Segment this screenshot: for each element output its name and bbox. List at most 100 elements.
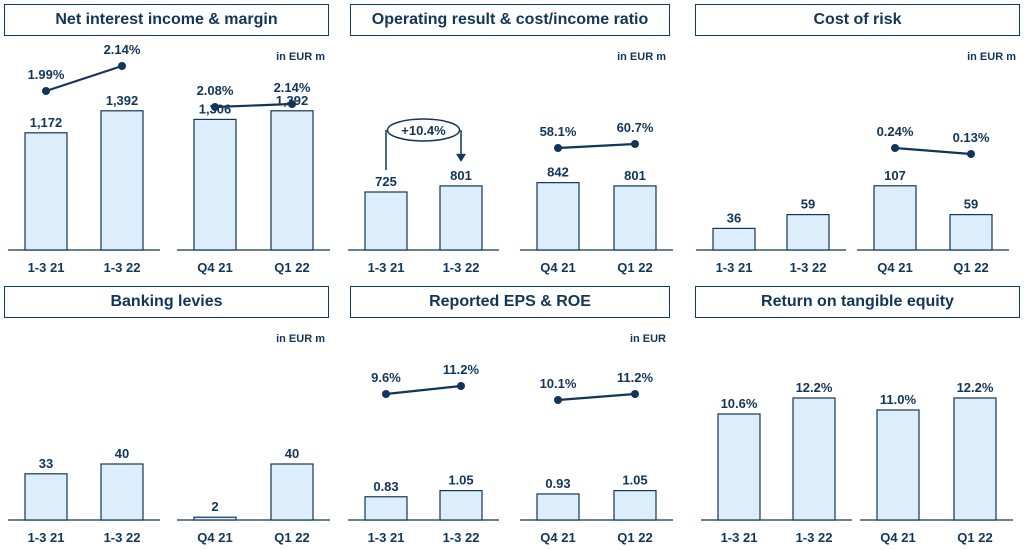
category-label: Q1 22 — [957, 530, 992, 545]
bar-value-label: 12.2% — [957, 380, 994, 395]
bar — [270, 463, 314, 521]
unit-label: in EUR m — [617, 51, 666, 63]
ratio-label: 2.14% — [274, 80, 311, 95]
ratio-point — [382, 390, 390, 398]
category-label: Q1 22 — [953, 260, 988, 275]
ratio-line — [894, 146, 972, 156]
bar-value-label: 107 — [884, 168, 906, 183]
bar — [792, 397, 836, 521]
category-label: 1-3 22 — [790, 260, 827, 275]
bar — [712, 227, 756, 251]
category-label: 1-3 22 — [796, 530, 833, 545]
category-label: Q4 21 — [197, 530, 232, 545]
category-label: Q4 21 — [197, 260, 232, 275]
ratio-point — [554, 144, 562, 152]
category-label: Q1 22 — [617, 260, 652, 275]
category-label: 1-3 21 — [716, 260, 753, 275]
ratio-label: 2.14% — [104, 42, 141, 57]
bar-value-label: 36 — [727, 210, 741, 225]
ratio-line — [214, 102, 293, 109]
bar-value-label: 40 — [115, 446, 129, 461]
bar — [193, 516, 237, 521]
category-label: Q1 22 — [274, 260, 309, 275]
ratio-label: 0.24% — [877, 124, 914, 139]
category-label: Q4 21 — [540, 260, 575, 275]
rote-panel: Return on tangible equity 10.6% 1-3 21 12.… — [695, 286, 1020, 546]
bar-value-label: 59 — [801, 197, 815, 212]
bar-value-label: 10.6% — [721, 396, 758, 411]
category-label: Q1 22 — [274, 530, 309, 545]
chart-svg: 10.6% 1-3 21 12.2% 1-3 22 11.0% Q4 21 12.2% Q1 … — [701, 380, 1013, 545]
growth-arrowhead — [456, 153, 466, 162]
category-label: 1-3 22 — [104, 260, 141, 275]
unit-label: in EUR — [629, 333, 666, 345]
unit-label: in EUR m — [967, 51, 1016, 63]
bar-value-label: 11.0% — [880, 392, 917, 407]
category-label: Q4 21 — [880, 530, 915, 545]
ratio-point — [211, 103, 219, 111]
bar-value-label: 0.83 — [373, 479, 398, 494]
bar — [876, 409, 920, 521]
category-label: 1-3 21 — [28, 530, 65, 545]
bar-value-label: 801 — [624, 168, 646, 183]
category-label: Q1 22 — [617, 530, 652, 545]
unit-label: in EUR m — [276, 51, 325, 63]
ratio-label: 60.7% — [617, 120, 654, 135]
bar — [24, 132, 68, 251]
category-label: 1-3 21 — [28, 260, 65, 275]
bar-value-label: 1.05 — [448, 473, 473, 488]
category-label: 1-3 22 — [104, 530, 141, 545]
bar — [536, 182, 580, 251]
bar — [24, 473, 68, 521]
bar — [364, 496, 408, 521]
unit-label: in EUR m — [276, 333, 325, 345]
bar — [953, 397, 997, 521]
bar — [536, 493, 580, 521]
bar-value-label: 2 — [211, 499, 218, 514]
bar — [193, 118, 237, 251]
chart-svg: 0.83 1-3 21 1.05 1-3 22 9.6% 11.2% 0.93 Q4 21 1.… — [348, 362, 673, 545]
bar-value-label: 40 — [285, 446, 299, 461]
bar — [613, 185, 657, 251]
ratio-point — [967, 150, 975, 158]
net-interest-income-panel: Net interest income & margin in EUR m 1,… — [4, 4, 330, 275]
bar-value-label: 33 — [39, 456, 53, 471]
growth-label: +10.4% — [401, 123, 446, 138]
eps-roe-panel: Reported EPS & ROE in EUR 0.83 1-3 21 1.05… — [348, 286, 673, 546]
panel-title: Reported EPS & ROE — [350, 286, 670, 318]
ratio-line — [557, 142, 636, 150]
panel-title: Banking levies — [4, 286, 329, 318]
operating-result-panel: Operating result & cost/income ratio in … — [348, 4, 673, 275]
category-label: 1-3 22 — [443, 260, 480, 275]
ratio-label: 58.1% — [540, 124, 577, 139]
bar — [364, 191, 408, 251]
bar-value-label: 842 — [547, 165, 569, 180]
chart-svg: 33 1-3 21 40 1-3 22 2 Q4 21 40 Q1 22 — [8, 446, 330, 545]
bar — [873, 185, 917, 251]
ratio-label: 10.1% — [540, 376, 577, 391]
cost-of-risk-panel: Cost of risk in EUR m 36 1-3 21 59 1-3 22 10… — [695, 4, 1020, 275]
category-label: Q4 21 — [540, 530, 575, 545]
ratio-line — [385, 384, 462, 396]
panel-title: Operating result & cost/income ratio — [350, 4, 670, 36]
ratio-label: 1.99% — [28, 67, 65, 82]
bar-value-label: 1.05 — [622, 473, 647, 488]
bar — [439, 490, 483, 521]
bar — [270, 110, 314, 251]
bar-value-label: 1,392 — [106, 93, 139, 108]
ratio-label: 11.2% — [443, 362, 480, 377]
bar-value-label: 0.93 — [545, 476, 570, 491]
bar-value-label: 59 — [964, 197, 978, 212]
ratio-point — [554, 396, 562, 404]
ratio-point — [631, 390, 639, 398]
bar — [786, 214, 830, 251]
chart-svg: 36 1-3 21 59 1-3 22 107 Q4 21 59 Q1 22 0.24% 0.13… — [696, 124, 1009, 275]
bar — [949, 214, 993, 251]
ratio-point — [288, 100, 296, 108]
ratio-point — [631, 140, 639, 148]
ratio-label: 2.08% — [197, 83, 234, 98]
bar — [613, 490, 657, 521]
bar — [100, 110, 144, 251]
ratio-label: 9.6% — [371, 370, 401, 385]
